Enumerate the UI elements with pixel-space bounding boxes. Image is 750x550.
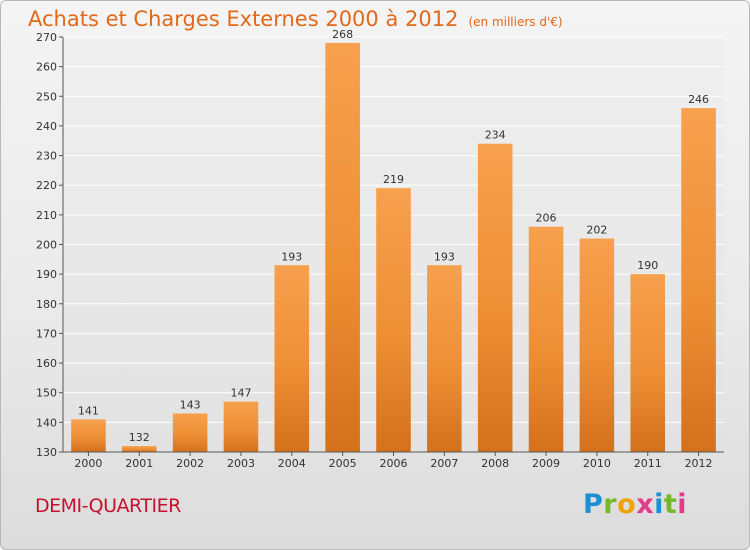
y-tick-label: 270 — [36, 31, 57, 44]
y-tick-label: 130 — [36, 446, 57, 459]
data-label: 206 — [536, 212, 557, 225]
y-tick-label: 240 — [36, 120, 57, 133]
bar — [325, 42, 360, 453]
proxiti-logo: Proxiti — [583, 489, 688, 520]
data-label: 219 — [383, 173, 404, 186]
y-tick-label: 170 — [36, 327, 57, 340]
x-tick-label: 2012 — [685, 457, 713, 470]
chart-unit-label: (en milliers d'€) — [468, 15, 563, 29]
bar — [376, 188, 411, 452]
bar — [477, 143, 513, 452]
y-tick-label: 200 — [36, 239, 57, 252]
y-tick-label: 150 — [36, 387, 57, 400]
bar — [528, 226, 564, 452]
x-tick-label: 2006 — [380, 457, 408, 470]
bar — [172, 413, 208, 452]
data-label: 268 — [332, 28, 353, 41]
x-tick-label: 2002 — [176, 457, 204, 470]
y-tick-label: 140 — [36, 416, 57, 429]
chart-title: Achats et Charges Externes 2000 à 2012 (e… — [28, 7, 563, 31]
x-tick-label: 2001 — [125, 457, 153, 470]
y-tick-label: 230 — [36, 150, 57, 163]
y-tick-label: 210 — [36, 209, 57, 222]
location-label: DEMI-QUARTIER — [35, 495, 181, 517]
y-tick-label: 250 — [36, 90, 57, 103]
bar — [681, 108, 716, 453]
bar — [71, 419, 106, 452]
bar-chart: 130 140 150 160 170 180 190 200 210 220 230 240 250 2… — [36, 28, 724, 470]
data-label: 147 — [230, 387, 251, 400]
x-tick-label: 2011 — [634, 457, 662, 470]
bar — [630, 274, 666, 452]
data-label: 193 — [281, 250, 302, 263]
x-tick-label: 2010 — [583, 457, 611, 470]
x-tick-label: 2003 — [227, 457, 255, 470]
bar — [274, 265, 310, 452]
y-tick-label: 260 — [36, 61, 57, 74]
data-label: 141 — [78, 404, 99, 417]
y-tick-label: 180 — [36, 298, 57, 311]
chart-title-text: Achats et Charges Externes 2000 à 2012 — [28, 7, 459, 31]
x-tick-label: 2000 — [74, 457, 102, 470]
x-tick-label: 2007 — [430, 457, 458, 470]
x-tick-label: 2008 — [481, 457, 509, 470]
y-tick-label: 160 — [36, 357, 57, 370]
y-tick-label: 220 — [36, 179, 57, 192]
data-label: 202 — [586, 224, 607, 237]
x-tick-label: 2009 — [532, 457, 560, 470]
data-label: 193 — [434, 250, 455, 263]
data-label: 234 — [485, 129, 506, 142]
bar — [427, 265, 462, 452]
y-tick-label: 190 — [36, 268, 57, 281]
bar — [223, 401, 259, 452]
bar — [121, 446, 157, 452]
data-label: 190 — [637, 259, 658, 272]
x-tick-label: 2005 — [329, 457, 357, 470]
bar — [579, 238, 615, 452]
data-label: 143 — [180, 398, 201, 411]
data-label: 132 — [129, 431, 150, 444]
x-tick-label: 2004 — [278, 457, 306, 470]
data-label: 246 — [688, 93, 709, 106]
